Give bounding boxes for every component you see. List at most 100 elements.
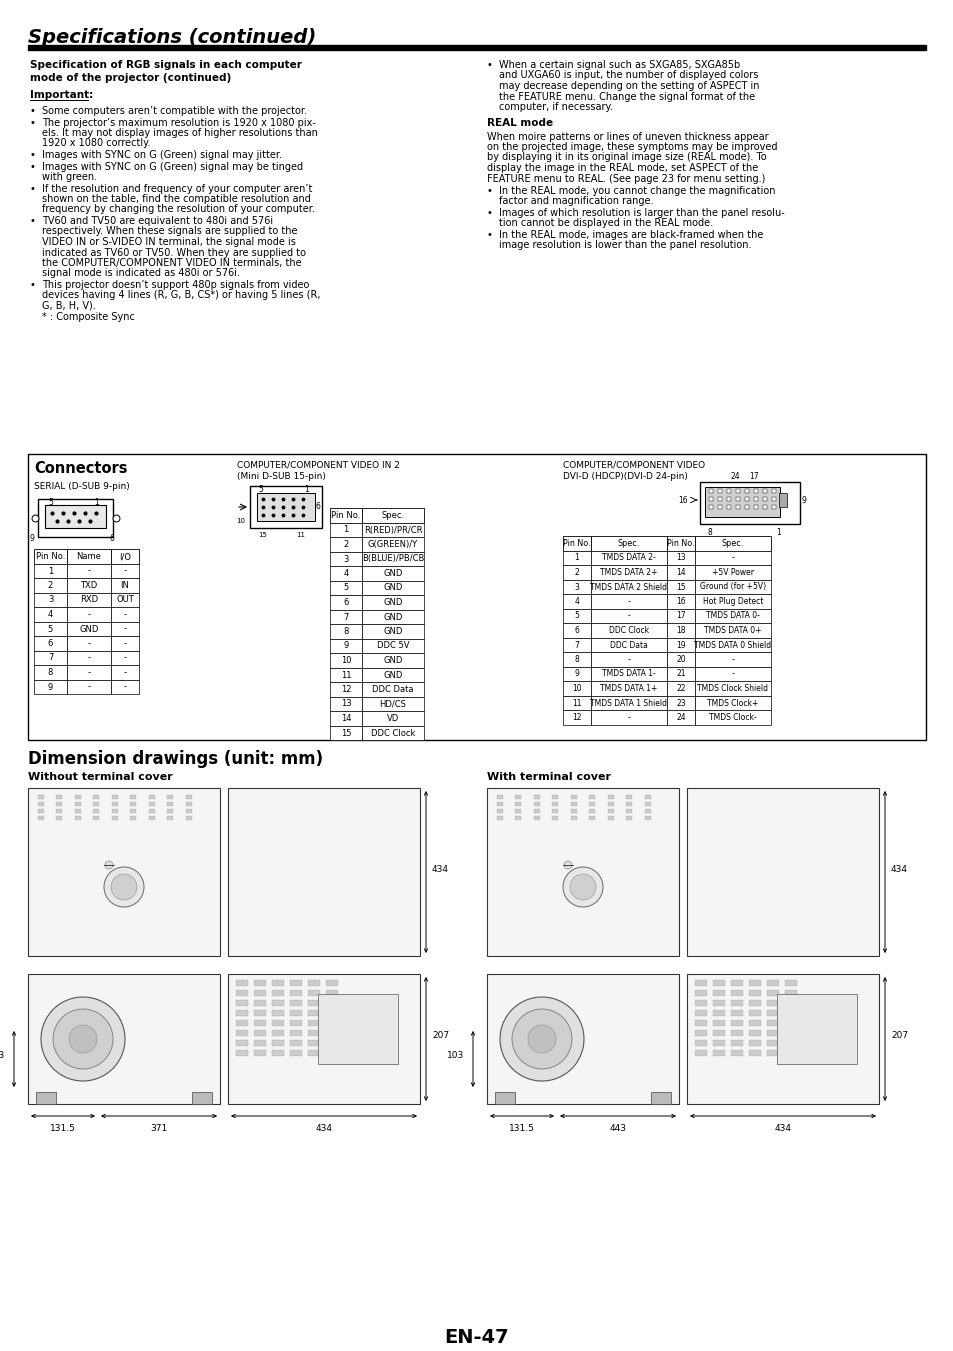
Bar — [111, 621, 139, 636]
Text: GND: GND — [383, 657, 402, 665]
Bar — [361, 697, 423, 711]
Bar — [748, 1020, 760, 1025]
Bar — [730, 1029, 742, 1036]
Bar — [497, 809, 502, 813]
Bar — [534, 809, 539, 813]
Bar — [695, 681, 770, 696]
Bar — [730, 1000, 742, 1006]
Bar — [361, 581, 423, 594]
Bar — [253, 1040, 266, 1046]
Text: TMDS DATA 2-: TMDS DATA 2- — [601, 554, 655, 562]
Bar — [38, 809, 44, 813]
Text: 207: 207 — [890, 1032, 907, 1040]
Text: 10: 10 — [572, 684, 581, 693]
Bar — [235, 1040, 248, 1046]
Text: Specification of RGB signals in each computer: Specification of RGB signals in each com… — [30, 59, 301, 70]
Bar — [588, 802, 595, 807]
Bar — [650, 1092, 670, 1104]
Text: 8: 8 — [48, 667, 53, 677]
Text: els. It may not display images of higher resolutions than: els. It may not display images of higher… — [42, 128, 317, 138]
Text: mode of the projector (continued): mode of the projector (continued) — [30, 73, 231, 82]
Text: -: - — [88, 682, 91, 692]
Bar — [38, 802, 44, 807]
Bar — [666, 696, 695, 711]
Bar — [712, 1020, 724, 1025]
Text: 16: 16 — [678, 496, 687, 505]
Bar — [644, 809, 650, 813]
Circle shape — [105, 861, 112, 869]
Bar — [330, 624, 361, 639]
Text: 7: 7 — [343, 612, 349, 621]
Text: REAL mode: REAL mode — [486, 118, 553, 127]
Bar — [718, 505, 721, 509]
Bar — [111, 593, 139, 607]
Bar — [784, 979, 796, 986]
Bar — [272, 1011, 284, 1016]
Bar — [695, 623, 770, 638]
Bar — [308, 1029, 319, 1036]
Bar — [766, 1020, 779, 1025]
Bar — [330, 711, 361, 725]
Bar — [28, 788, 220, 957]
Text: •: • — [30, 150, 36, 159]
Bar — [326, 1000, 337, 1006]
Text: -: - — [123, 566, 127, 576]
Bar — [784, 1050, 796, 1056]
Text: GND: GND — [383, 627, 402, 636]
Text: 9: 9 — [574, 670, 578, 678]
Bar — [730, 979, 742, 986]
Bar — [712, 979, 724, 986]
Bar — [308, 1011, 319, 1016]
Bar — [56, 809, 62, 813]
Bar — [326, 990, 337, 996]
Bar — [330, 682, 361, 697]
Bar — [590, 608, 666, 623]
Bar — [34, 650, 67, 665]
Circle shape — [499, 997, 583, 1081]
Text: the FEATURE menu. Change the signal format of the: the FEATURE menu. Change the signal form… — [498, 92, 755, 101]
Bar — [590, 550, 666, 565]
Bar — [695, 1050, 706, 1056]
Bar — [361, 594, 423, 609]
Bar — [361, 609, 423, 624]
Text: 19: 19 — [676, 640, 685, 650]
Text: When moire patterns or lines of uneven thickness appear: When moire patterns or lines of uneven t… — [486, 131, 768, 142]
Bar — [695, 1029, 706, 1036]
Text: 1: 1 — [48, 566, 53, 576]
Text: 20: 20 — [676, 655, 685, 663]
Bar — [695, 696, 770, 711]
Text: 7: 7 — [48, 654, 53, 662]
Text: Images with SYNC on G (Green) signal may jitter.: Images with SYNC on G (Green) signal may… — [42, 150, 282, 159]
Bar — [308, 1040, 319, 1046]
Text: DDC Clock: DDC Clock — [371, 728, 415, 738]
Bar — [571, 816, 577, 820]
Text: 5: 5 — [257, 485, 263, 494]
Bar — [666, 666, 695, 681]
Text: GND: GND — [383, 612, 402, 621]
Bar — [784, 990, 796, 996]
Text: Hot Plug Detect: Hot Plug Detect — [702, 597, 762, 607]
Bar — [38, 499, 112, 536]
Bar — [186, 809, 192, 813]
Text: 15: 15 — [257, 532, 267, 538]
Bar — [272, 1029, 284, 1036]
Text: TMDS DATA 1-: TMDS DATA 1- — [601, 670, 655, 678]
Bar — [34, 563, 67, 578]
Bar — [590, 696, 666, 711]
Bar — [748, 990, 760, 996]
Circle shape — [563, 861, 572, 869]
Bar — [726, 497, 730, 501]
Text: shown on the table, find the compatible resolution and: shown on the table, find the compatible … — [42, 195, 311, 204]
Bar — [588, 816, 595, 820]
Bar — [730, 1011, 742, 1016]
Bar — [326, 1040, 337, 1046]
Text: G, B, H, V).: G, B, H, V). — [42, 301, 95, 311]
Text: -: - — [88, 639, 91, 648]
Text: 14: 14 — [340, 713, 351, 723]
Bar — [75, 794, 81, 798]
Bar — [590, 653, 666, 666]
Bar — [317, 994, 397, 1065]
Bar — [562, 580, 590, 594]
Text: •: • — [30, 184, 36, 193]
Bar — [686, 974, 878, 1104]
